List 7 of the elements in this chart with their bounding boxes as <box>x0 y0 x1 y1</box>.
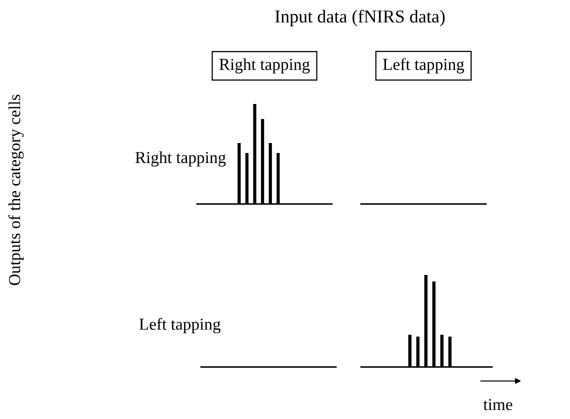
y-axis-title: Right tapping <box>135 151 226 167</box>
chart-title: Right tapping <box>219 58 310 74</box>
text: time <box>483 398 512 410</box>
text: Input data (fNIRS data) <box>275 10 445 26</box>
text: Left tapping <box>383 58 464 74</box>
text: Outputs of the category cells <box>8 94 24 286</box>
text: Left tapping <box>139 318 220 334</box>
